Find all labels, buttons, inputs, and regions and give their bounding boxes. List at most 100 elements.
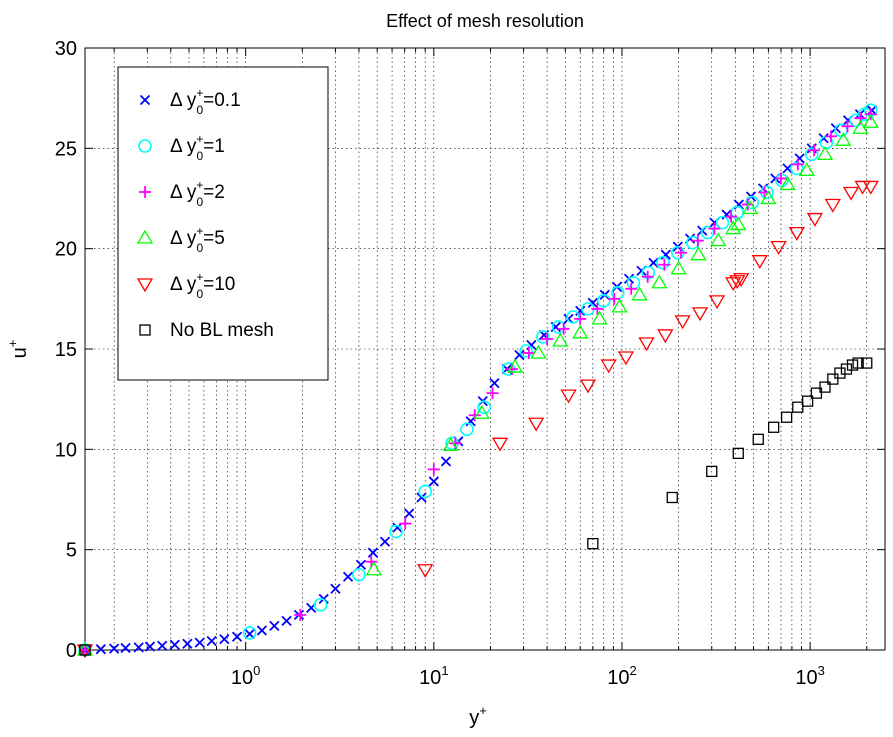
x-tick-label-base: 10 [607,667,629,689]
legend-label: Δ y+ 0=2 [170,178,225,209]
data-point [660,249,671,260]
y-axis-label-sup: + [5,340,20,348]
data-point [708,222,721,235]
data-point [442,437,459,451]
data-point [440,456,452,467]
data-point [691,234,704,247]
legend-label: Δ y+ 0=0.1 [170,86,241,117]
legend-label-rest: =1 [203,136,225,157]
legend-marker [136,278,154,293]
legend-label-text: Δ y [170,228,197,249]
x-tick-label-exp: 1 [441,663,448,678]
data-point [721,209,732,220]
data-point [530,344,547,359]
data-point [780,411,793,423]
data-point [587,537,599,550]
data-point [560,389,577,404]
data-point [231,631,243,642]
data-point [824,130,837,143]
legend-marker [136,229,154,244]
data-point [194,637,205,648]
data-point [725,277,742,292]
data-point-stroke [367,547,379,558]
data-point [798,162,815,177]
data-point [365,561,382,576]
data-point [835,132,852,146]
data-point [552,332,569,347]
data-point-stroke [194,637,205,648]
data-point [794,153,805,164]
data-point [566,310,580,324]
data-point [528,417,545,432]
data-point [416,492,427,503]
data-point [575,305,586,317]
data-point [514,349,525,361]
data-point [427,463,440,476]
data-point [157,640,168,651]
legend-label: Δ y+ 0=5 [170,224,225,255]
data-point [611,298,628,313]
data-point [691,307,709,322]
series-4 [76,180,879,659]
data-point-stroke [379,536,391,547]
x-tick-label-exp: 0 [253,663,260,678]
data-point [242,626,257,640]
data-point-stroke [269,620,280,632]
data-point [866,105,878,116]
data-point [852,357,864,369]
data-point [522,347,535,360]
legend-label-rest: =5 [203,228,225,249]
data-point-stroke [489,377,500,389]
data-point [313,598,328,612]
data-point [745,195,759,210]
data-point [788,226,805,241]
data-point [779,176,796,191]
x-tick-label: 103 [795,663,824,689]
data-point [631,286,648,301]
data-point [862,180,879,195]
data-point [666,491,678,504]
legend-label-text: No BL mesh [170,320,274,341]
data-point [389,524,403,539]
data-point [591,310,608,325]
data-point-stroke [514,349,525,361]
data-point [819,381,831,393]
data-point [365,555,378,568]
data-point-stroke [465,416,476,427]
data-point [557,322,570,335]
data-point [281,615,292,627]
data-point [399,517,412,530]
series-2 [79,108,877,656]
data-point [428,476,439,487]
x-tick-label: 101 [419,663,448,689]
data-point-stroke [428,476,439,487]
data-point [404,508,415,519]
data-point-stroke [281,615,292,627]
data-point-stroke [206,635,217,647]
data-point [465,416,476,427]
legend-label-sup: + [196,224,203,238]
legend-marker [139,94,151,106]
legend-label: Δ y+ 0=1 [170,132,225,163]
data-point [617,351,635,366]
data-point-stroke [157,640,168,651]
data-point [834,367,846,379]
data-point-stroke [144,641,156,652]
data-point-stroke [794,153,805,164]
data-point [206,635,217,647]
data-point [269,620,280,632]
legend-box [117,66,329,381]
data-point [648,257,659,268]
data-point [670,260,687,275]
x-tick-label-base: 10 [419,667,441,689]
x-tick-label: 102 [607,663,636,689]
data-point [730,216,747,231]
data-point-stroke [575,305,586,317]
data-point [506,358,524,373]
data-point [656,255,670,270]
legend-label-text: Δ y [170,274,197,295]
data-point [725,210,738,223]
legend-marker [138,139,152,153]
data-point [752,433,764,445]
